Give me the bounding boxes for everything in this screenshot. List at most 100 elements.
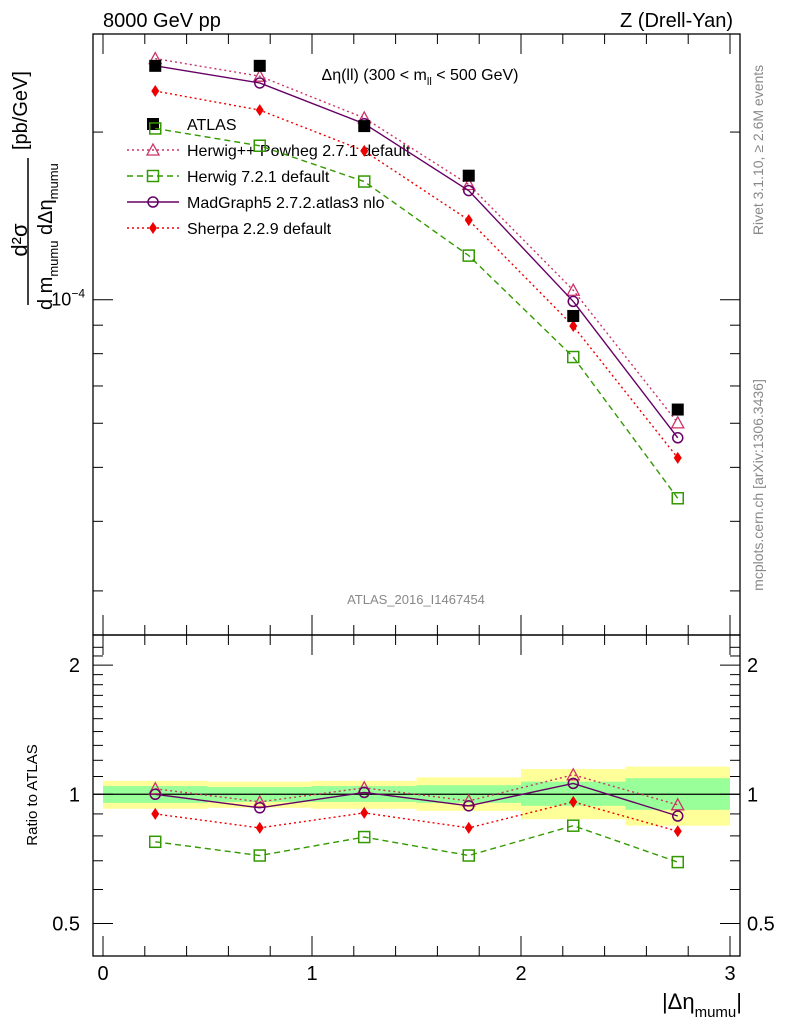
ratio-y-tick-label-right: 1 xyxy=(747,784,758,806)
herwigpp-line xyxy=(155,57,679,424)
madgraph-ratio-point xyxy=(567,777,579,790)
y-axis-label-denom-dm: d m xyxy=(35,277,57,310)
main-series xyxy=(148,51,685,505)
madgraph-point xyxy=(254,77,266,89)
madgraph-point xyxy=(567,295,579,308)
y-axis-label: d²σ d mmumu dΔηmumu [pb/GeV] xyxy=(7,71,61,310)
chart-title-main: Δη(ll) (300 < m xyxy=(322,67,427,84)
sherpa-point xyxy=(673,451,682,464)
madgraph-ratio-point xyxy=(358,786,370,799)
ratio-y-tick-label: 1 xyxy=(69,784,80,806)
atlas-point xyxy=(567,309,580,322)
sherpa-point xyxy=(151,85,160,98)
madgraph-ratio-line xyxy=(155,782,678,817)
sherpa-ratio-point xyxy=(673,825,682,838)
madgraph-point xyxy=(672,432,684,444)
ratio-y-tick-label-right: 2 xyxy=(747,655,758,677)
sherpa-ratio-point xyxy=(255,821,264,834)
herwig7-ratio-point xyxy=(462,849,475,862)
x-axis-label-tail: | xyxy=(736,989,742,1014)
herwig7-point xyxy=(358,175,371,188)
madgraph-point xyxy=(463,184,475,197)
atlas-point xyxy=(253,59,266,72)
sherpa-ratio-point xyxy=(464,821,473,834)
x-tick-label: 3 xyxy=(724,963,735,985)
herwigpp-point xyxy=(670,415,685,429)
herwig7-ratio-point xyxy=(671,855,684,869)
ratio-uncertainty-bands xyxy=(103,766,730,826)
process-label: Z (Drell-Yan) xyxy=(620,10,733,32)
legend: ATLAS Herwig++ Powheg 2.7.1 default Herwig… xyxy=(127,117,411,238)
atlas-point xyxy=(671,403,684,416)
ratio-series xyxy=(93,767,740,869)
ratio-y-tick-label: 2 xyxy=(69,655,80,677)
legend-label-herwigpp: Herwig++ Powheg 2.7.1 default xyxy=(187,143,411,160)
herwig7-point xyxy=(671,492,684,505)
herwig7-ratio-point xyxy=(149,835,162,849)
herwig7-line xyxy=(155,127,679,499)
herwig7-ratio-point xyxy=(358,830,371,844)
y-axis-label-denominator: d mmumu dΔηmumu xyxy=(35,163,61,310)
chart-title-sub: ll xyxy=(427,76,432,88)
sherpa-point xyxy=(360,144,369,157)
herwigpp-ratio-point xyxy=(566,767,581,781)
x-tick-label: 0 xyxy=(97,963,108,985)
legend-label-madgraph: MadGraph5 2.7.2.atlas3 nlo xyxy=(187,195,385,212)
atlas-point xyxy=(462,169,475,182)
sherpa-ratio-point xyxy=(151,807,160,820)
sherpa-point xyxy=(569,320,578,333)
herwig7-point xyxy=(567,350,580,364)
sherpa-ratio-point xyxy=(569,795,578,808)
herwig7-ratio-line xyxy=(155,824,678,863)
x-tick-label: 2 xyxy=(515,963,526,985)
herwigpp-point xyxy=(461,177,476,191)
ratio-y-axis-label: Ratio to ATLAS xyxy=(24,744,41,845)
atlas-point xyxy=(358,120,371,133)
chart-title: Δη(ll) (300 < mll < 500 GeV) xyxy=(322,67,519,88)
herwigpp-point xyxy=(566,282,581,296)
collision-label: 8000 GeV pp xyxy=(103,10,221,32)
herwigpp-point xyxy=(252,68,267,82)
y-axis-label-denom-deta: dΔη xyxy=(35,199,57,240)
sherpa-ratio-point xyxy=(360,806,369,819)
madgraph-ratio-point xyxy=(254,802,266,814)
atlas-point xyxy=(149,59,162,72)
analysis-watermark: ATLAS_2016_I1467454 xyxy=(347,592,485,607)
legend-label-herwig7: Herwig 7.2.1 default xyxy=(187,169,330,186)
ratio-plot-frame xyxy=(92,634,741,957)
y-axis-label-denom-sub1: mumu xyxy=(46,241,61,277)
y-axis-label-denom-sub2: mumu xyxy=(46,163,61,199)
mcplots-label: mcplots.cern.ch [arXiv:1306.3436] xyxy=(750,379,766,591)
herwigpp-ratio-point xyxy=(670,797,685,811)
sherpa-point xyxy=(464,214,473,227)
herwig7-ratio-point xyxy=(253,849,266,862)
herwigpp-ratio-line xyxy=(155,774,678,806)
herwigpp-ratio-point xyxy=(148,781,163,795)
legend-marker-herwigpp xyxy=(145,142,161,156)
ratio-y-tick-label-right: 0.5 xyxy=(747,913,775,935)
y-tick-label: 10−4 xyxy=(51,287,85,310)
legend-marker-sherpa xyxy=(149,222,157,234)
herwig7-point xyxy=(149,122,162,135)
x-axis-label: |Δηmumu| xyxy=(662,989,742,1021)
x-tick-label: 1 xyxy=(306,963,317,985)
chart-title-tail: < 500 GeV) xyxy=(432,67,519,84)
sherpa-line xyxy=(155,90,679,459)
madgraph-line xyxy=(155,65,679,439)
sherpa-point xyxy=(255,104,264,117)
ratio-y-tick-label: 0.5 xyxy=(52,913,80,935)
legend-marker-madgraph xyxy=(147,196,159,208)
madgraph-ratio-point xyxy=(672,810,684,822)
madgraph-ratio-point xyxy=(149,788,161,801)
x-axis-label-sub: mumu xyxy=(695,1004,737,1021)
legend-label-atlas: ATLAS xyxy=(187,117,237,134)
rivet-label: Rivet 3.1.10, ≥ 2.6M events xyxy=(750,65,766,235)
legend-marker-herwig7 xyxy=(146,169,160,183)
herwig7-point xyxy=(253,139,266,152)
herwig7-ratio-point xyxy=(567,819,580,832)
y-axis-label-units: [pb/GeV] xyxy=(10,71,32,150)
madgraph-ratio-point xyxy=(463,800,475,812)
herwig7-point xyxy=(462,249,475,262)
x-axis-label-main: |Δη xyxy=(662,989,695,1014)
